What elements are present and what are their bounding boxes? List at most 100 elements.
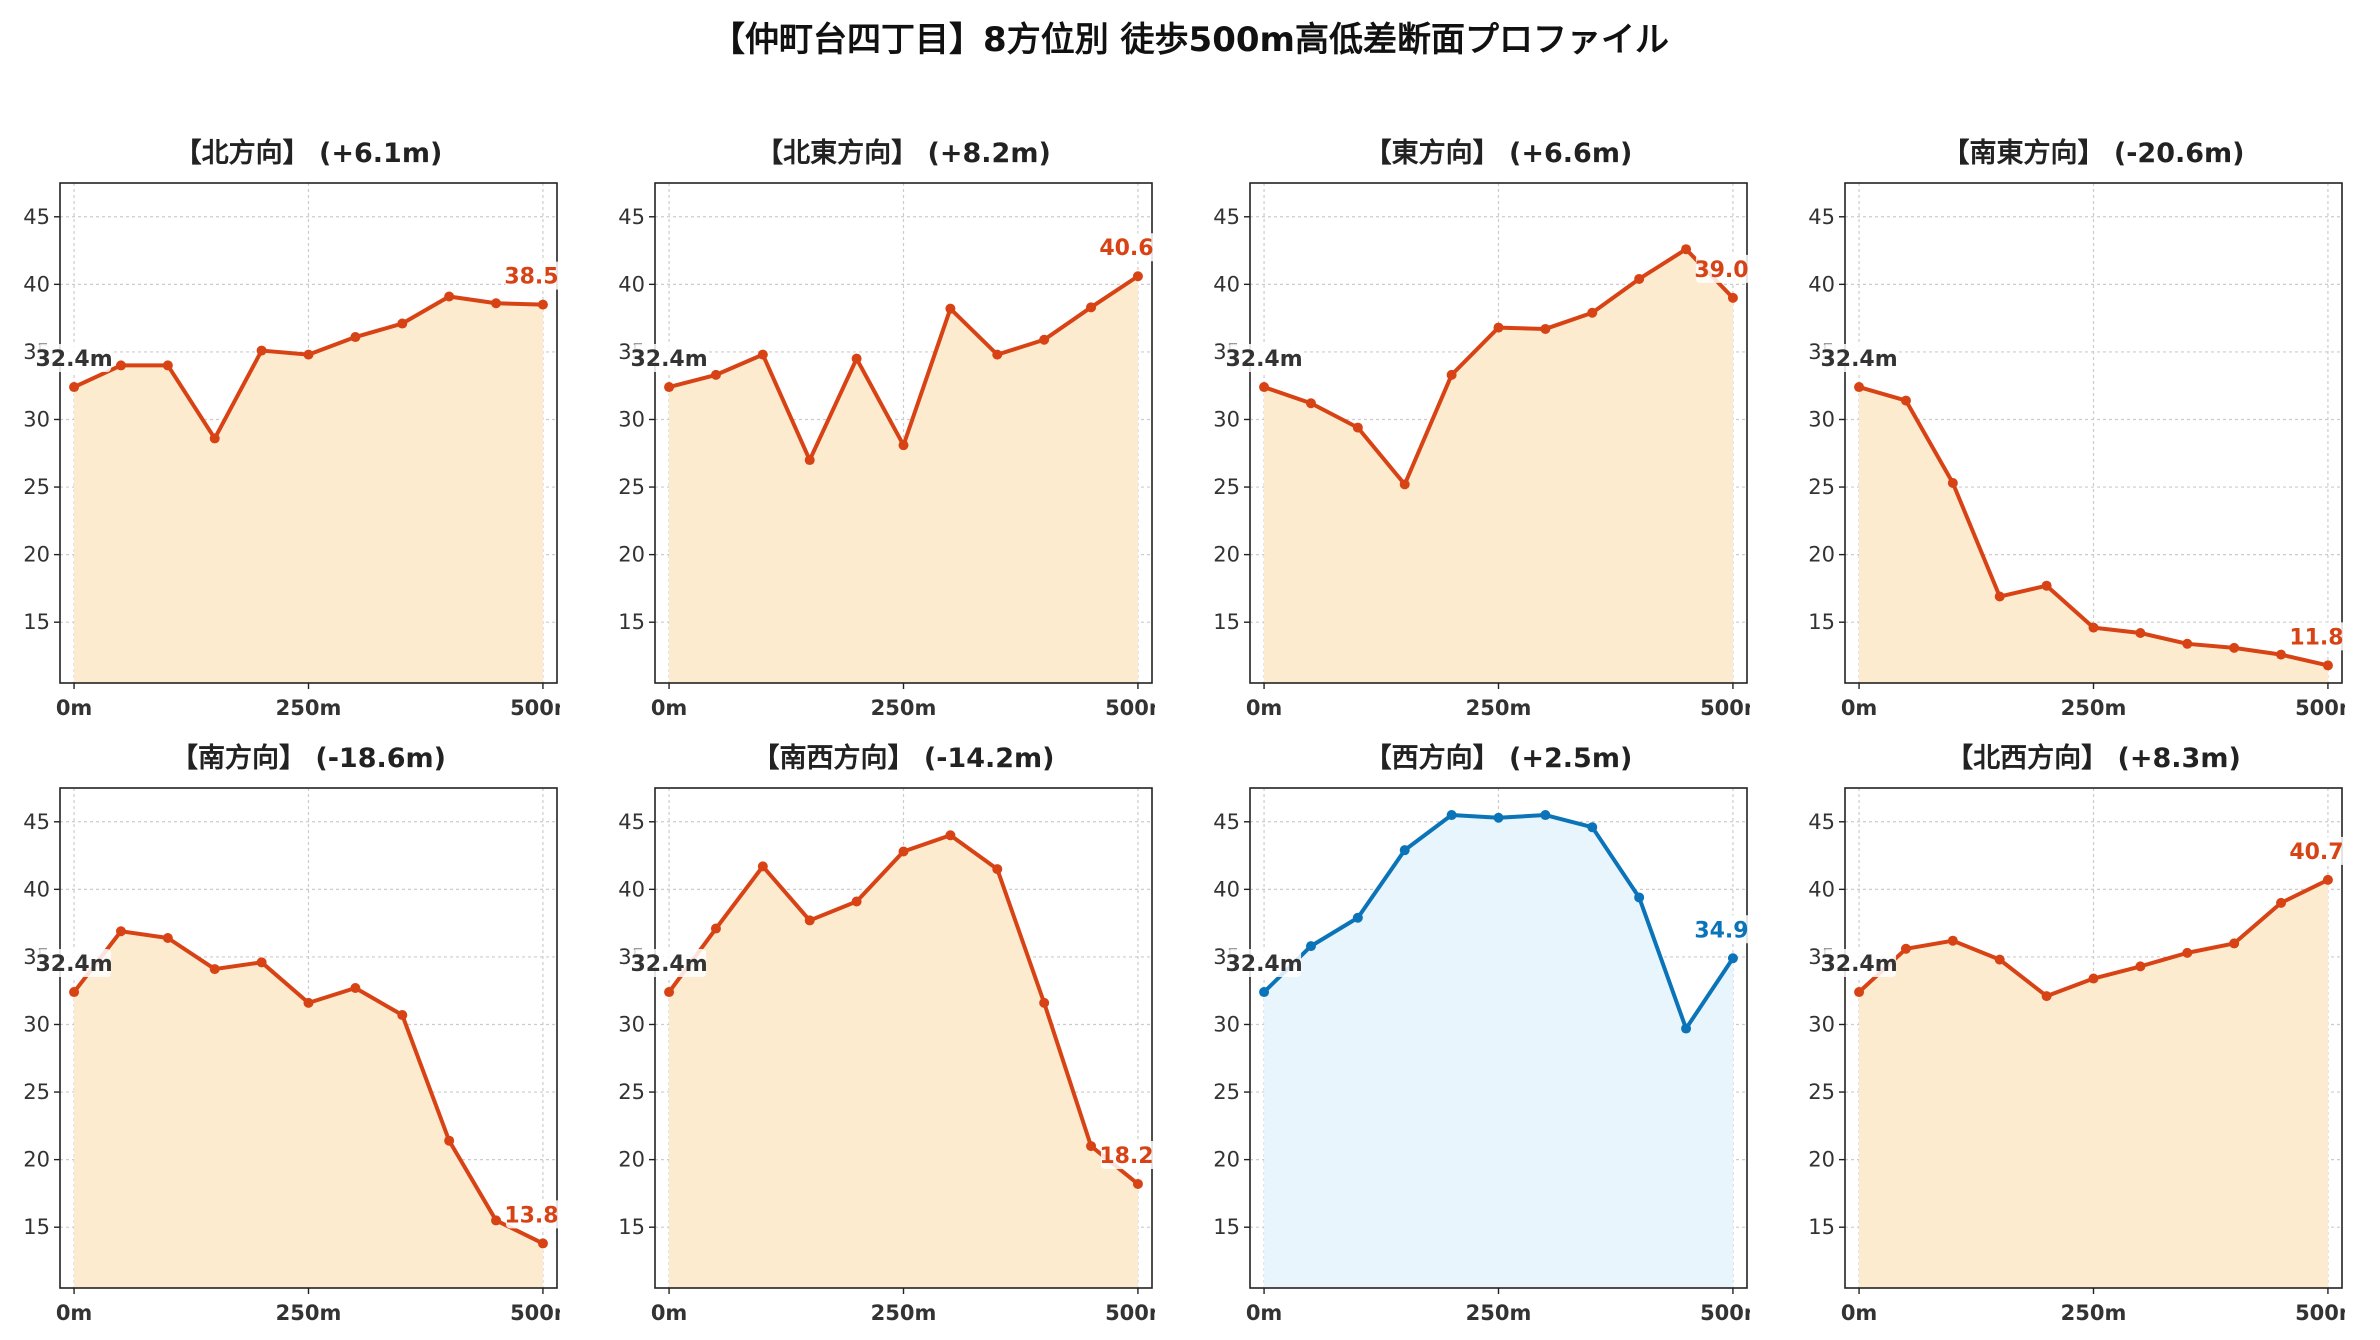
- x-tick-label: 0m: [1841, 696, 1878, 720]
- data-point: [1132, 271, 1143, 282]
- y-tick-label: 45: [618, 810, 645, 834]
- area-fill: [74, 296, 543, 683]
- y-tick-label: 45: [23, 810, 50, 834]
- y-tick-label: 25: [1808, 1080, 1835, 1104]
- end-label: 40.7m: [2289, 840, 2345, 865]
- data-point: [162, 933, 173, 943]
- y-tick-label: 15: [618, 610, 645, 634]
- data-point: [350, 983, 361, 993]
- y-tick-label: 25: [1213, 1080, 1240, 1104]
- y-tick-label: 30: [23, 1012, 50, 1036]
- y-tick-label: 40: [618, 272, 645, 296]
- y-tick-label: 40: [618, 877, 645, 901]
- y-tick-label: 20: [23, 543, 50, 567]
- start-label-bg: [1227, 344, 1302, 373]
- y-tick-label: 40: [1808, 272, 1835, 296]
- data-point: [2276, 897, 2287, 908]
- y-tick-label: 15: [1213, 610, 1240, 634]
- start-label-bg: [632, 344, 707, 373]
- end-label-bg: [1100, 233, 1155, 262]
- data-point: [851, 353, 862, 364]
- y-tick-label: 40: [1808, 877, 1835, 901]
- x-tick-label: 0m: [651, 696, 688, 720]
- y-tick-label: 25: [1808, 475, 1835, 499]
- end-label-bg: [1695, 254, 1750, 283]
- start-label-bg: [37, 949, 112, 978]
- y-tick-label: 20: [618, 543, 645, 567]
- y-tick-label: 15: [1808, 610, 1835, 634]
- panel-title: 【南西方向】 (-14.2m): [752, 742, 1054, 774]
- y-tick-label: 25: [618, 1080, 645, 1104]
- x-tick-label: 500m: [1105, 1301, 1155, 1325]
- area-fill: [1859, 387, 2328, 683]
- start-label: 32.4m: [35, 952, 112, 977]
- data-point: [69, 382, 80, 393]
- data-point: [1399, 845, 1410, 856]
- y-tick-label: 25: [1213, 475, 1240, 499]
- data-point: [537, 1238, 548, 1249]
- data-point: [1086, 1141, 1097, 1152]
- y-tick-label: 15: [1213, 1215, 1240, 1239]
- data-point: [851, 896, 862, 907]
- data-point: [1446, 369, 1457, 380]
- chart-svg: 【西方向】 (+2.5m)152025303540450m250m500m32.…: [1213, 742, 1750, 1325]
- chart-svg: 【南方向】 (-18.6m)152025303540450m250m500m32…: [23, 742, 560, 1325]
- data-point: [1900, 395, 1911, 406]
- y-tick-label: 15: [1808, 1215, 1835, 1239]
- data-point: [992, 349, 1003, 360]
- chart-svg: 【南西方向】 (-14.2m)152025303540450m250m500m3…: [618, 742, 1155, 1325]
- start-label-bg: [37, 344, 112, 373]
- data-point: [992, 864, 1003, 875]
- panel-southeast: 【南東方向】 (-20.6m)152025303540450m250m500m3…: [1785, 120, 2345, 720]
- x-tick-label: 250m: [871, 1301, 937, 1325]
- y-tick-label: 20: [1808, 543, 1835, 567]
- data-point: [1947, 935, 1958, 946]
- data-point: [1854, 987, 1865, 998]
- data-point: [1132, 1178, 1143, 1189]
- x-tick-label: 500m: [510, 696, 560, 720]
- panel-northeast: 【北東方向】 (+8.2m)152025303540450m250m500m32…: [595, 120, 1155, 720]
- panel-title: 【西方向】 (+2.5m): [1365, 742, 1633, 774]
- data-point: [1587, 822, 1598, 833]
- panel-north: 【北方向】 (+6.1m)152025303540450m250m500m32.…: [0, 120, 560, 720]
- data-point: [1587, 307, 1598, 318]
- data-point: [256, 957, 267, 968]
- panel-west: 【西方向】 (+2.5m)152025303540450m250m500m32.…: [1190, 725, 1750, 1325]
- data-point: [491, 1215, 502, 1226]
- y-tick-label: 15: [23, 610, 50, 634]
- data-point: [757, 349, 768, 360]
- data-point: [303, 349, 314, 360]
- data-point: [2322, 660, 2333, 671]
- data-point: [1259, 382, 1270, 393]
- x-tick-label: 0m: [1246, 696, 1283, 720]
- y-tick-label: 30: [618, 407, 645, 431]
- data-point: [1727, 292, 1738, 303]
- y-tick-label: 25: [23, 475, 50, 499]
- data-point: [350, 332, 361, 343]
- data-point: [945, 303, 956, 314]
- data-point: [804, 455, 815, 466]
- x-tick-label: 500m: [510, 1301, 560, 1325]
- y-tick-label: 30: [1808, 407, 1835, 431]
- data-point: [757, 861, 768, 872]
- end-label-bg: [505, 261, 560, 290]
- data-point: [1540, 323, 1551, 334]
- y-tick-label: 45: [23, 205, 50, 229]
- data-point: [2135, 961, 2146, 972]
- end-label: 11.8m: [2289, 625, 2345, 650]
- start-label: 32.4m: [1820, 347, 1897, 372]
- panel-south: 【南方向】 (-18.6m)152025303540450m250m500m32…: [0, 725, 560, 1325]
- y-tick-label: 40: [1213, 272, 1240, 296]
- y-tick-label: 25: [618, 475, 645, 499]
- y-tick-label: 20: [618, 1148, 645, 1172]
- start-label-bg: [1822, 949, 1897, 978]
- data-point: [2182, 638, 2193, 649]
- data-point: [1681, 1023, 1692, 1034]
- data-point: [1994, 954, 2005, 965]
- data-point: [1854, 382, 1865, 393]
- end-label: 13.8m: [504, 1203, 560, 1228]
- data-point: [2088, 622, 2099, 633]
- x-tick-label: 500m: [1105, 696, 1155, 720]
- area-fill: [1859, 879, 2328, 1288]
- x-tick-label: 0m: [1246, 1301, 1283, 1325]
